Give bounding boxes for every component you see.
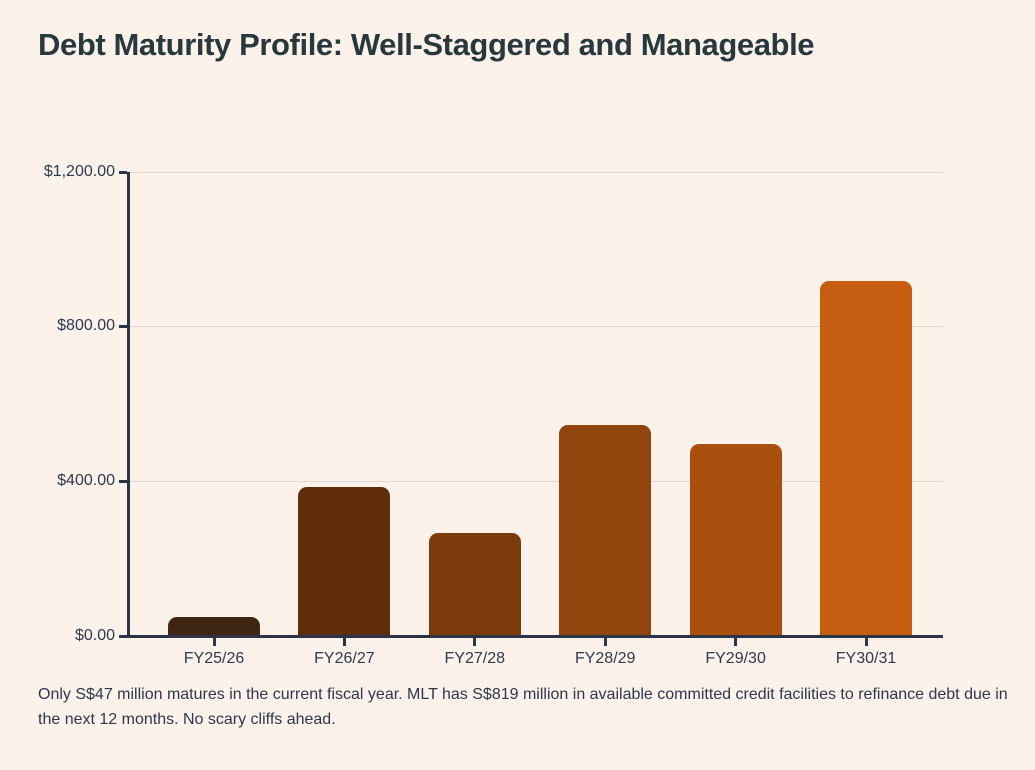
x-axis-tick-FY27/28 (473, 638, 477, 646)
chart-footnote: Only S$47 million matures in the current… (38, 686, 1008, 728)
x-axis-tick-FY25/26 (212, 638, 216, 646)
y-axis-tick-1200 (119, 171, 127, 174)
y-axis-label-0: $0.00 (74, 627, 115, 644)
x-axis-tick-FY26/27 (342, 638, 346, 646)
x-axis-label-FY28/29: FY28/29 (574, 650, 636, 667)
y-axis-label-800: $800.00 (57, 317, 115, 335)
y-gridline-800 (130, 326, 943, 328)
x-axis-tick-FY28/29 (603, 638, 607, 646)
y-axis-tick-800 (119, 325, 127, 329)
y-axis-tick-400 (119, 479, 127, 483)
bar-FY29/30 (689, 444, 782, 635)
y-axis-tick-0 (119, 635, 127, 638)
bar-chart-plot-area: $0.00 $400.00 $800.00 $1,200.00 FY25/26 FY26/… (44, 163, 943, 667)
x-axis-label-FY26/27: FY26/27 (314, 650, 375, 667)
y-axis-label-400: $400.00 (57, 471, 115, 489)
x-axis-label-FY27/28: FY27/28 (444, 650, 506, 667)
y-gridline-1200 (130, 172, 943, 173)
bar-FY26/27 (298, 487, 391, 635)
x-axis-tick-FY29/30 (734, 638, 738, 646)
x-axis-label-FY29/30: FY29/30 (705, 650, 766, 667)
bar-FY25/26 (168, 616, 260, 635)
page-title: Debt Maturity Profile: Well-Staggered an… (38, 27, 815, 62)
bar-FY30/31 (820, 280, 912, 635)
y-gridline-400 (130, 480, 943, 482)
x-axis-label-FY25/26: FY25/26 (183, 650, 245, 667)
x-axis-tick-FY30/31 (864, 638, 868, 646)
bar-FY28/29 (559, 424, 652, 635)
x-axis-label-FY30/31: FY30/31 (835, 650, 897, 667)
bar-FY27/28 (428, 532, 521, 635)
y-axis-label-1200: $1,200.00 (43, 163, 115, 180)
